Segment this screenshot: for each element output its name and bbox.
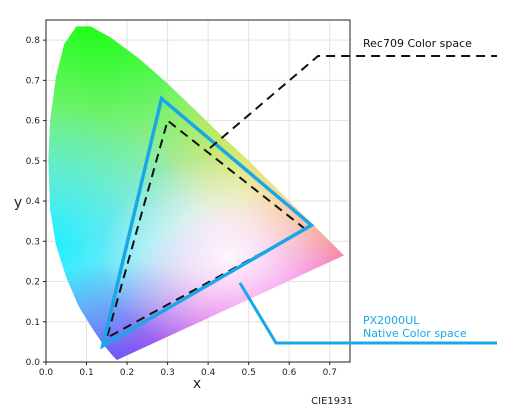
- x-tick-label: 0.7: [323, 368, 337, 378]
- y-tick-label: 0.3: [26, 237, 40, 247]
- y-tick-label: 0.2: [26, 278, 40, 288]
- y-tick-label: 0.7: [26, 76, 40, 86]
- y-tick-label: 0.0: [26, 358, 41, 368]
- gamut-series: [100, 95, 315, 350]
- px2000ul-gamut-triangle: [100, 95, 315, 350]
- y-axis-title: y: [14, 195, 22, 211]
- px2000ul-annotation-line-2: Native Color space: [363, 327, 467, 340]
- plot-border: [45, 19, 351, 363]
- x-tick-label: 0.2: [120, 368, 134, 378]
- y-tick-label: 0.1: [26, 318, 40, 328]
- x-tick-label: 0.1: [79, 368, 93, 378]
- y-tick-label: 0.5: [26, 157, 40, 167]
- rec709-gamut-triangle: [105, 118, 308, 340]
- plot-frame: [45, 19, 351, 363]
- x-tick-label: 0.3: [160, 368, 174, 378]
- rec709-leader-line: [209, 55, 497, 149]
- footer-label: CIE1931: [311, 396, 353, 407]
- x-tick-label: 0.5: [242, 368, 256, 378]
- x-axis-title: x: [193, 376, 201, 392]
- annotation-leaders: [209, 55, 497, 345]
- px2000ul-annotation-line-1: PX2000UL: [363, 314, 420, 327]
- rec709-annotation-line: Rec709 Color space: [363, 37, 472, 50]
- y-tick-label: 0.8: [26, 36, 41, 46]
- x-tick-label: 0.0: [39, 368, 54, 378]
- x-tick-labels: 0.0 0.1 0.2 0.3 0.4 0.5 0.6 0.7: [39, 362, 337, 378]
- y-tick-label: 0.4: [26, 197, 41, 207]
- y-tick-labels: 0.0 0.1 0.2 0.3 0.4 0.5 0.6 0.7 0.8: [26, 36, 46, 368]
- x-tick-label: 0.6: [282, 368, 297, 378]
- px2000ul-leader-line: [238, 282, 497, 345]
- rec709-annotation: Rec709 Color space: [363, 37, 472, 50]
- px2000ul-annotation: PX2000UL Native Color space: [363, 314, 467, 340]
- y-tick-label: 0.6: [26, 117, 41, 127]
- x-tick-label: 0.4: [201, 368, 216, 378]
